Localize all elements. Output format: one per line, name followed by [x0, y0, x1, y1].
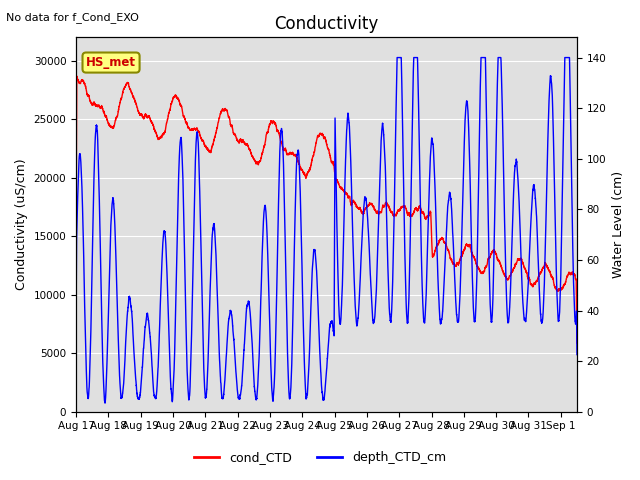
Title: Conductivity: Conductivity: [275, 15, 379, 33]
Text: No data for f_Cond_EXO: No data for f_Cond_EXO: [6, 12, 140, 23]
Y-axis label: Water Level (cm): Water Level (cm): [612, 171, 625, 278]
Legend: cond_CTD, depth_CTD_cm: cond_CTD, depth_CTD_cm: [189, 446, 451, 469]
Y-axis label: Conductivity (uS/cm): Conductivity (uS/cm): [15, 159, 28, 290]
Text: HS_met: HS_met: [86, 56, 136, 69]
